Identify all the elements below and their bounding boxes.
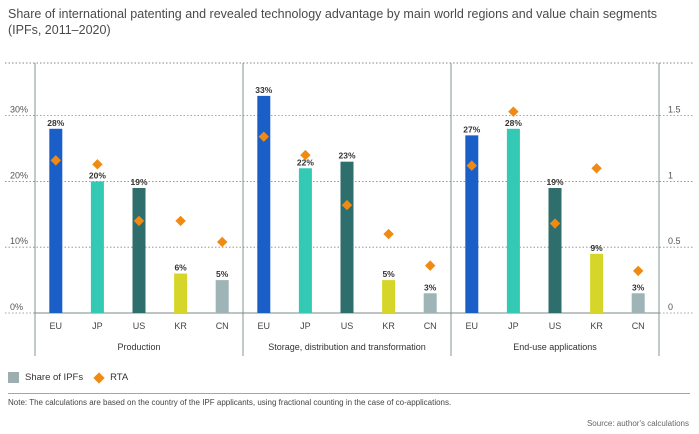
category-label: JP: [508, 321, 519, 331]
bar-value-label: 28%: [47, 118, 64, 128]
bar-eu: [257, 95, 271, 313]
rta-marker: [549, 218, 561, 229]
category-label: KR: [382, 321, 395, 331]
category-label: KR: [590, 321, 603, 331]
rta-marker: [175, 215, 186, 227]
legend-item-rta: RTA: [93, 371, 129, 384]
bar-value-label: 5%: [382, 269, 395, 279]
category-label: US: [549, 321, 562, 331]
bar-eu: [465, 135, 479, 313]
rta-marker: [217, 236, 228, 248]
category-label: EU: [50, 321, 63, 331]
bar-kr: [382, 280, 396, 313]
group-label: Production: [117, 342, 160, 352]
legend-item-share: Share of IPFs: [8, 372, 83, 383]
bar-jp: [298, 168, 312, 313]
bar-value-label: 22%: [297, 157, 314, 167]
y-left-tick-label: 0%: [10, 302, 23, 312]
bar-value-label: 33%: [255, 85, 272, 95]
y-left-tick-label: 10%: [10, 236, 28, 246]
y-left-tick-label: 20%: [10, 170, 28, 180]
bar-kr: [590, 253, 604, 313]
bar-value-label: 3%: [632, 282, 645, 292]
bar-value-label: 28%: [505, 118, 522, 128]
category-label: CN: [424, 321, 437, 331]
group-label: End-use applications: [513, 342, 597, 352]
bar-cn: [215, 280, 229, 313]
group-label: Storage, distribution and transformation: [268, 342, 426, 352]
category-label: KR: [174, 321, 187, 331]
legend-label-share: Share of IPFs: [25, 372, 84, 383]
rta-marker: [92, 159, 103, 170]
category-label: JP: [300, 321, 311, 331]
rta-marker: [591, 163, 602, 174]
bar-value-label: 3%: [424, 282, 437, 292]
bar-value-label: 19%: [130, 177, 147, 187]
legend-label-rta: RTA: [110, 372, 129, 383]
bar-us: [132, 188, 146, 313]
rta-marker: [133, 215, 145, 227]
chart: 0% 10% 20% 30% 0 0.5 1 1.5 28% EU 20% JP 19% US 6% KR 5%…: [5, 62, 694, 356]
bar-value-label: 20%: [89, 170, 106, 180]
bar-kr: [174, 273, 188, 313]
y-right-tick-label: 1: [668, 170, 673, 180]
bar-value-label: 5%: [216, 269, 229, 279]
bar-cn: [423, 293, 437, 313]
chart-title: Share of international patenting and rev…: [8, 7, 658, 21]
chart-subtitle: (IPFs, 2011–2020): [8, 23, 111, 37]
category-label: EU: [466, 321, 479, 331]
rta-marker: [300, 149, 311, 161]
bar-us: [340, 161, 354, 313]
category-label: CN: [216, 321, 229, 331]
bar-value-label: 9%: [590, 243, 603, 253]
y-right-tick-label: 0.5: [668, 236, 681, 246]
bar-jp: [90, 181, 104, 313]
category-label: CN: [632, 321, 645, 331]
legend-swatch-rta: [93, 371, 105, 384]
category-label: US: [341, 321, 354, 331]
bar-value-label: 19%: [546, 177, 563, 187]
bar-value-label: 27%: [463, 124, 480, 134]
source-note: Source: author's calculations: [586, 419, 689, 428]
legend-swatch-share: [8, 372, 19, 383]
category-label: JP: [92, 321, 103, 331]
rta-marker: [508, 106, 519, 117]
y-left-tick-label: 30%: [10, 105, 28, 115]
rta-marker: [341, 199, 353, 211]
bar-cn: [631, 293, 645, 313]
bar-jp: [506, 128, 520, 313]
bar-value-label: 6%: [174, 263, 187, 273]
rta-marker: [466, 160, 477, 171]
bar-eu: [49, 128, 63, 313]
category-label: EU: [258, 321, 271, 331]
bar-us: [548, 188, 562, 313]
divider: [8, 393, 690, 394]
legend: Share of IPFs RTA: [8, 371, 138, 384]
y-right-tick-label: 1.5: [668, 105, 681, 115]
y-right-tick-label: 0: [668, 302, 673, 312]
rta-marker: [50, 155, 61, 166]
rta-marker: [633, 265, 644, 277]
rta-marker: [425, 260, 436, 271]
rta-marker: [258, 131, 269, 142]
footnote: Note: The calculations are based on the …: [8, 398, 452, 407]
rta-marker: [383, 228, 394, 240]
bar-value-label: 23%: [338, 151, 355, 161]
category-label: US: [133, 321, 146, 331]
